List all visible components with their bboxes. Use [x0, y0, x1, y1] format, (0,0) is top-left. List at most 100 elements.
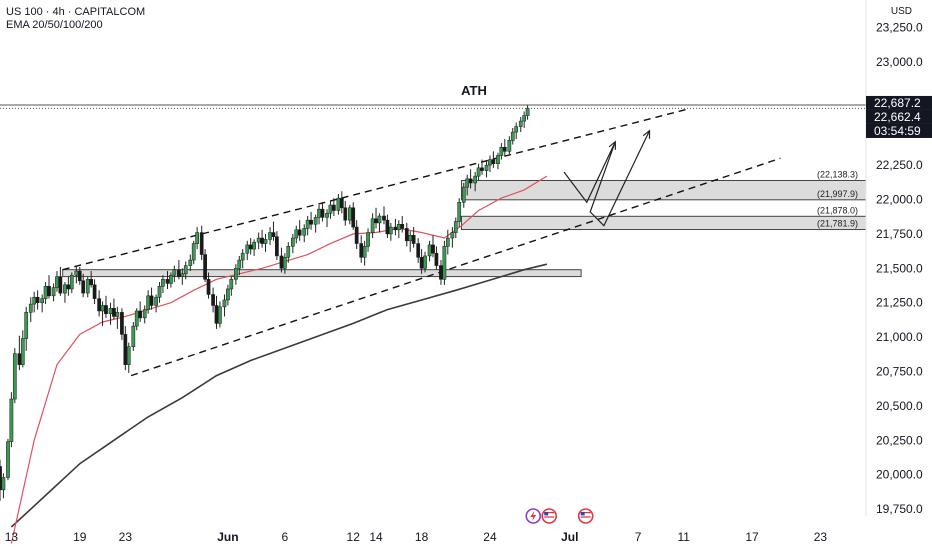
x-tick-label: 13 [5, 530, 19, 544]
candle-body [237, 259, 242, 269]
candle-body [169, 274, 173, 284]
candle-body [134, 310, 139, 327]
candle-body [32, 296, 37, 305]
candle-body [491, 159, 496, 164]
x-tick-label: 23 [119, 530, 133, 544]
candle-body [245, 244, 250, 254]
candle-body [55, 276, 59, 288]
candle-body [218, 306, 222, 324]
zone-top-label: (22,138.3) [817, 169, 858, 179]
candle-body [499, 146, 504, 156]
candle-body [24, 312, 29, 339]
candle-body [385, 219, 390, 235]
candle-body [336, 197, 341, 211]
candle-body [146, 295, 150, 310]
candle-body [112, 307, 116, 317]
flag-stripe [544, 518, 555, 520]
candle-body [191, 243, 196, 261]
ema-200-line [10, 263, 548, 528]
flag-stripe [580, 516, 591, 518]
candle-body [92, 284, 97, 299]
candle-body [252, 241, 256, 250]
candle-body [240, 252, 245, 261]
candle-body [507, 140, 512, 152]
y-tick-label: 20,250.0 [876, 433, 923, 447]
candle-body [461, 186, 466, 203]
candle-body [309, 219, 313, 225]
candle-body [35, 296, 40, 303]
candle-body [188, 259, 193, 266]
candle-body [0, 466, 2, 491]
zone-bottom-label: (21,997.9) [817, 189, 858, 199]
candle-body [161, 279, 165, 287]
flag-canton [544, 512, 549, 516]
candle-body [468, 178, 473, 184]
candle-body [445, 237, 450, 247]
candle-body [172, 269, 177, 276]
price-axis[interactable]: 19,750.0 20,000.0 20,250.0 20,500.0 20,750.0… [865, 0, 923, 516]
candle-body [85, 279, 90, 294]
candle-body [522, 115, 527, 122]
candle-body [450, 232, 455, 239]
y-tick-label: 22,250.0 [876, 158, 923, 172]
candle-body [9, 398, 14, 442]
candle-body [382, 215, 386, 221]
candle-body [81, 280, 86, 294]
candle-body [40, 298, 45, 303]
candle-body [297, 229, 302, 236]
candle-body [362, 246, 367, 258]
candle-body [370, 218, 375, 233]
candle-body [131, 325, 136, 348]
candle-body [510, 131, 515, 141]
candle-body [17, 353, 22, 365]
price-tag-box [866, 109, 932, 124]
y-tick-label: 23,000.0 [876, 55, 923, 69]
candle-body [58, 276, 63, 294]
x-tick-label: Jun [217, 530, 238, 544]
candle-body [157, 285, 162, 298]
candle-body [473, 175, 478, 184]
price-tag-box [866, 95, 932, 110]
trendlines [62, 108, 781, 377]
support-resistance-zones: (22,138.3) (21,997.9) (21,878.0) (21,781.9) [62, 169, 867, 278]
candle-body [229, 279, 234, 290]
projection-line [563, 130, 651, 227]
candle-body [275, 236, 279, 257]
candle-body [502, 146, 507, 152]
x-tick-label: 11 [677, 530, 690, 544]
symbol-title: US 100 · 4h · CAPITALCOM [6, 6, 146, 18]
price-tag-label: 03:54:59 [874, 124, 921, 138]
candle-body [302, 228, 307, 236]
candle-body [317, 208, 321, 218]
candle-body [488, 159, 492, 166]
candle-body [214, 305, 219, 324]
candle-body [396, 224, 401, 231]
candle-body [20, 338, 25, 365]
y-tick-label: 20,000.0 [876, 468, 923, 482]
candle-body [149, 295, 154, 306]
ema-50-line [10, 175, 548, 544]
us-flag-icon [541, 508, 558, 524]
projection-path [563, 129, 651, 227]
event-icons[interactable] [525, 508, 594, 524]
price-tag-label: 22,662.4 [874, 110, 921, 124]
candle-body [339, 197, 344, 209]
candle-body [400, 224, 405, 229]
indicator-legend[interactable]: EMA 20/50/100/200 [6, 19, 103, 31]
projection-arrowhead [608, 140, 616, 150]
candle-body [142, 309, 147, 319]
candle-body [74, 270, 79, 276]
candle-body [1, 477, 6, 491]
candle-body [377, 215, 382, 224]
candle-body [154, 296, 158, 306]
candle-body [260, 237, 264, 244]
candle-body [320, 208, 325, 218]
y-tick-label: 20,750.0 [876, 365, 923, 379]
candle-body [423, 255, 427, 269]
time-axis[interactable]: 13 19 23 Jun 6 12 14 18 24 Jul 7 11 17 23 [5, 530, 828, 544]
candle-body [480, 167, 484, 171]
flag-stripe [544, 512, 555, 514]
candle-body [89, 279, 94, 286]
ath-line: ATH [0, 83, 866, 109]
